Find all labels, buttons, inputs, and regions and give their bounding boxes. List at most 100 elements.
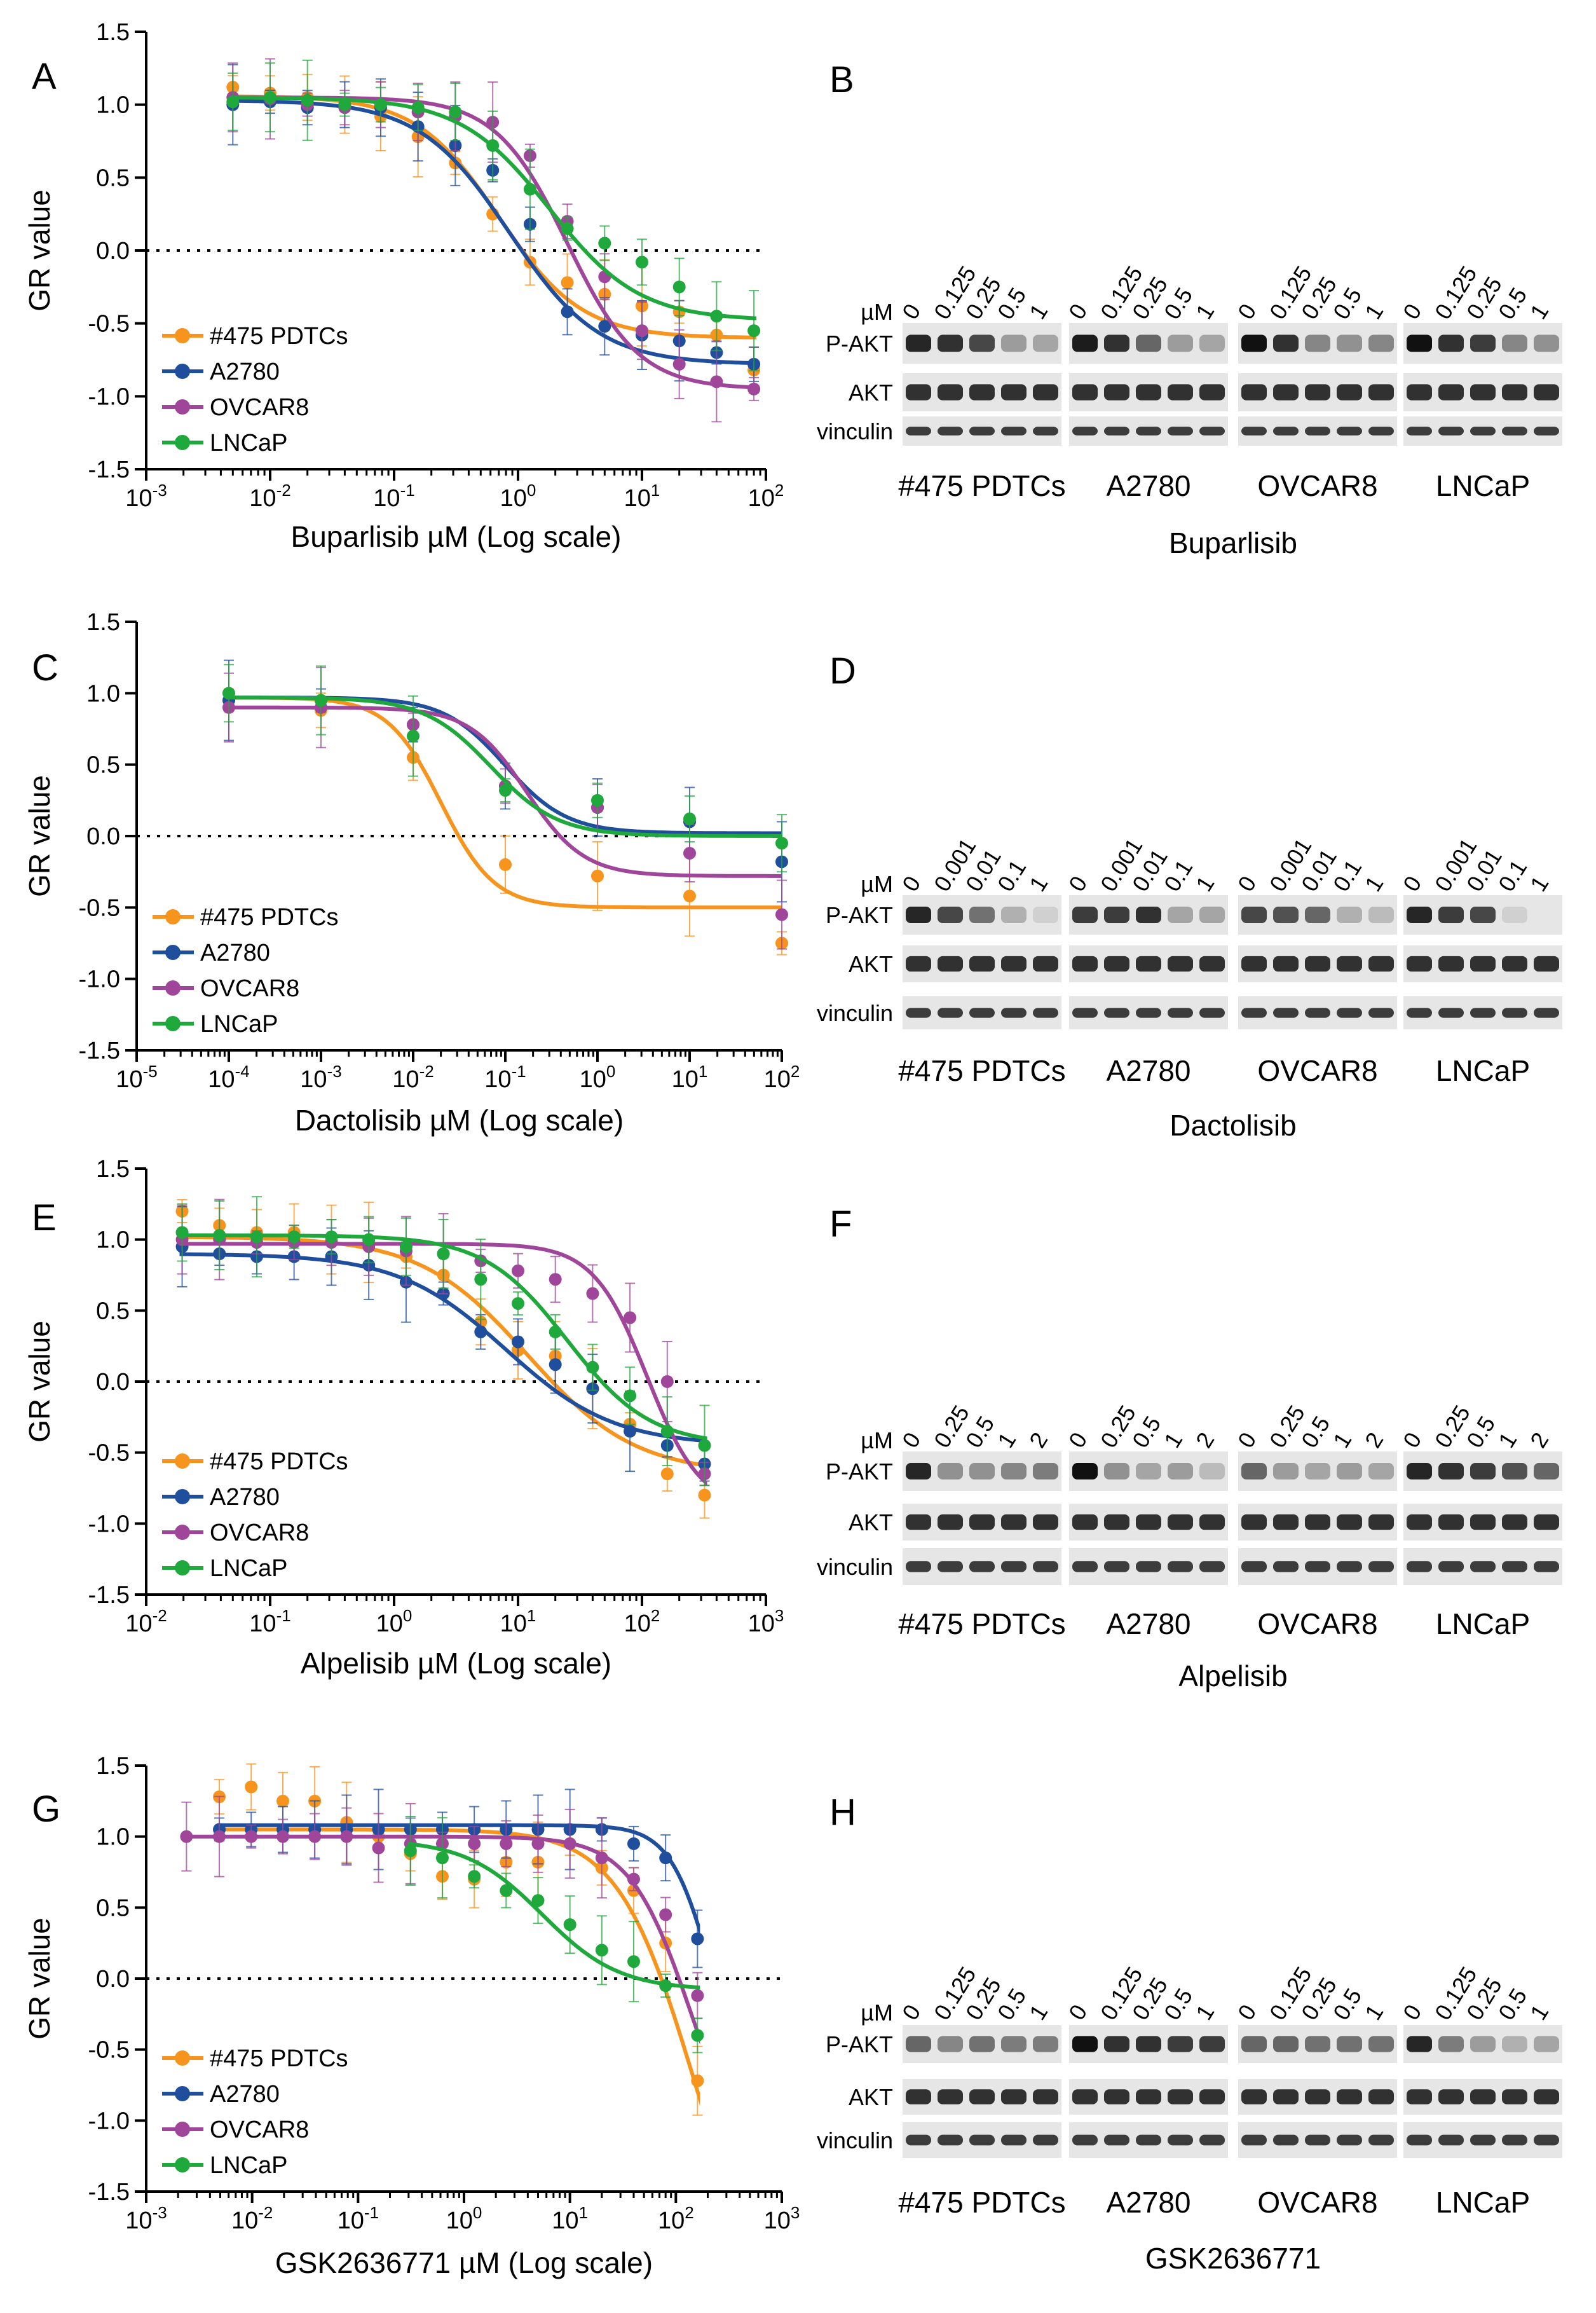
data-point [636, 256, 648, 269]
cell-line-label: A2780 [1106, 1607, 1190, 1640]
data-point [499, 784, 512, 797]
concentration-label: 2 [1360, 1428, 1388, 1453]
blot-band [1502, 1561, 1527, 1572]
x-tick-exponent: -2 [153, 1606, 167, 1625]
blot-band [1337, 384, 1362, 401]
x-tick-label: 102 [624, 1606, 660, 1637]
x-tick-base: 10 [748, 1610, 775, 1637]
blot-band [1072, 1008, 1098, 1018]
x-tick-label: 10-3 [300, 1062, 341, 1093]
x-tick-exponent: 1 [651, 481, 660, 500]
data-point [586, 1287, 599, 1300]
concentration-label: 2 [1525, 1428, 1553, 1453]
x-tick-base: 10 [231, 2207, 258, 2234]
blot-band [938, 1514, 963, 1530]
blot-band [1136, 334, 1161, 352]
x-tick-base: 10 [116, 1066, 142, 1093]
legend-swatch-marker [175, 2050, 190, 2066]
data-point [549, 1325, 562, 1338]
blot-band [1305, 906, 1330, 924]
data-point [276, 1794, 290, 1808]
blot-row-label: AKT [849, 380, 893, 406]
blot-band [1438, 2089, 1464, 2104]
blot-band [1241, 427, 1267, 436]
blot-band [1502, 1462, 1527, 1480]
x-tick-base: 10 [300, 1066, 327, 1093]
y-tick-label: -0.5 [79, 895, 120, 921]
blot-band [1305, 2036, 1330, 2052]
blot-band [1001, 2134, 1026, 2146]
blot-band [1241, 1561, 1267, 1572]
blot-band [1337, 956, 1362, 972]
x-tick-label: 10-2 [249, 481, 290, 512]
legend-swatch-marker [165, 909, 181, 924]
y-tick-label: -1.5 [79, 1038, 120, 1064]
data-point [586, 1361, 599, 1374]
fit-curve [179, 1235, 707, 1468]
blot-row-label: vinculin [817, 2127, 893, 2153]
blot-band [1502, 2134, 1527, 2146]
legend-label: OVCAR8 [200, 975, 299, 1002]
blot-band [1168, 906, 1193, 924]
y-tick-label: -1.0 [88, 2108, 130, 2134]
blot-band [906, 1514, 931, 1530]
data-point [325, 1230, 338, 1244]
blot-row-label: AKT [849, 2084, 893, 2110]
panel-label-E: E [32, 1197, 57, 1239]
concentration-label: 1 [1190, 872, 1219, 896]
blot-band [1534, 956, 1559, 972]
blot-band [1241, 384, 1267, 401]
blot-band [1502, 2036, 1527, 2052]
blot-band [1407, 1462, 1432, 1480]
blot-band [1273, 2036, 1299, 2052]
blot-row-label: P-AKT [826, 902, 893, 928]
blot-band [1273, 427, 1299, 436]
data-point [531, 1894, 545, 1907]
blot-band [1104, 384, 1129, 401]
blot-band [1168, 384, 1193, 401]
blot-band [1104, 1561, 1129, 1572]
x-tick-exponent: 1 [699, 1062, 707, 1081]
blot-band [1470, 334, 1496, 352]
blot-band [1072, 427, 1098, 436]
blot-band [1337, 1008, 1362, 1018]
data-point [250, 1230, 263, 1244]
blot-band [1534, 1514, 1559, 1530]
blot-row-label: vinculin [817, 1000, 893, 1026]
data-point [399, 1240, 413, 1253]
x-tick-base: 10 [500, 485, 527, 512]
blot-band [1368, 906, 1394, 924]
x-tick-label: 10-1 [373, 481, 414, 512]
blot-band [1470, 906, 1496, 924]
legend-swatch-marker [165, 945, 181, 960]
blot-band [1001, 1561, 1026, 1572]
blot-band [1407, 427, 1432, 436]
x-tick-base: 10 [500, 1610, 527, 1637]
series-lncap [404, 1816, 704, 2054]
blot-band [1001, 2089, 1026, 2104]
concentration-label: 1 [1525, 2000, 1553, 2025]
blot-band [969, 956, 995, 972]
blot-band [969, 2036, 995, 2052]
blot-band [1273, 1561, 1299, 1572]
blot-band [1033, 1462, 1058, 1480]
data-point [660, 1467, 674, 1481]
blot-band [1438, 334, 1464, 352]
blot-band [1033, 2089, 1058, 2104]
data-point [474, 1325, 488, 1338]
legend-label: OVCAR8 [210, 394, 309, 421]
x-tick-exponent: -3 [153, 2203, 167, 2222]
concentration-label: 2 [1190, 1428, 1219, 1453]
concentration-label: 0 [897, 872, 925, 896]
blot-band [1104, 427, 1129, 436]
data-point [531, 1837, 545, 1850]
x-tick-exponent: 1 [527, 1606, 536, 1625]
cell-line-label: A2780 [1106, 469, 1190, 502]
y-tick-label: -0.5 [88, 1440, 130, 1467]
blot-band [1407, 956, 1432, 972]
